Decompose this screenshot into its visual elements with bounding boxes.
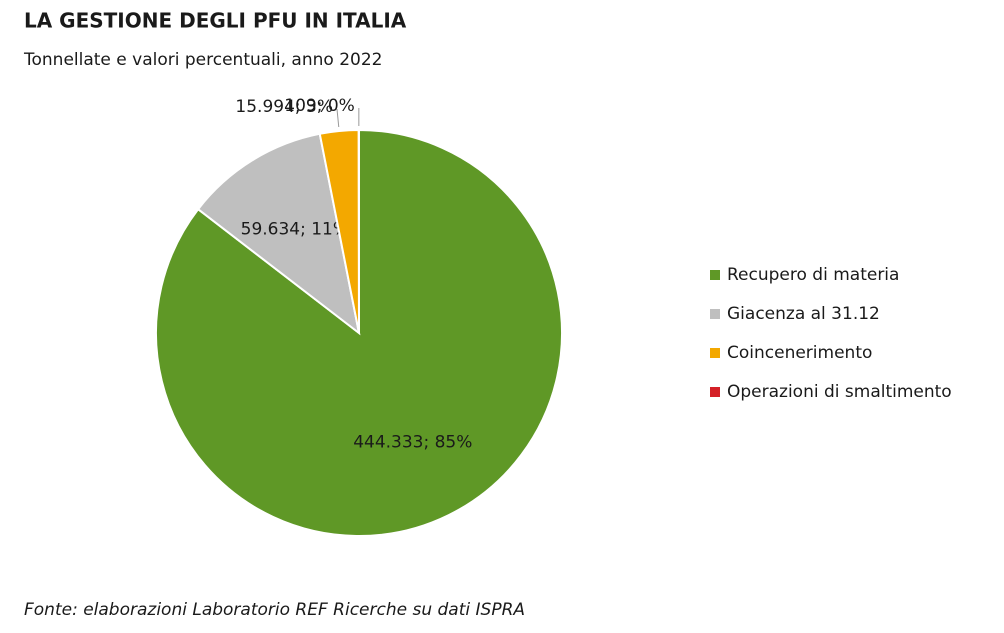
legend-swatch (710, 348, 720, 358)
chart-title: LA GESTIONE DEGLI PFU IN ITALIA (24, 9, 407, 33)
source-note: Fonte: elaborazioni Laboratorio REF Rice… (24, 600, 525, 620)
data-label: 59.634; 11% (241, 219, 349, 239)
chart-subtitle: Tonnellate e valori percentuali, anno 20… (23, 50, 382, 70)
legend-label: Coincenerimento (727, 343, 872, 363)
data-label: 109; 0% (284, 96, 355, 116)
legend-label: Giacenza al 31.12 (727, 304, 880, 324)
data-label: 444.333; 85% (353, 432, 472, 452)
legend-swatch (710, 270, 720, 280)
legend-swatch (710, 387, 720, 397)
legend-swatch (710, 309, 720, 319)
legend-label: Operazioni di smaltimento (727, 382, 952, 402)
legend-label: Recupero di materia (727, 265, 899, 285)
